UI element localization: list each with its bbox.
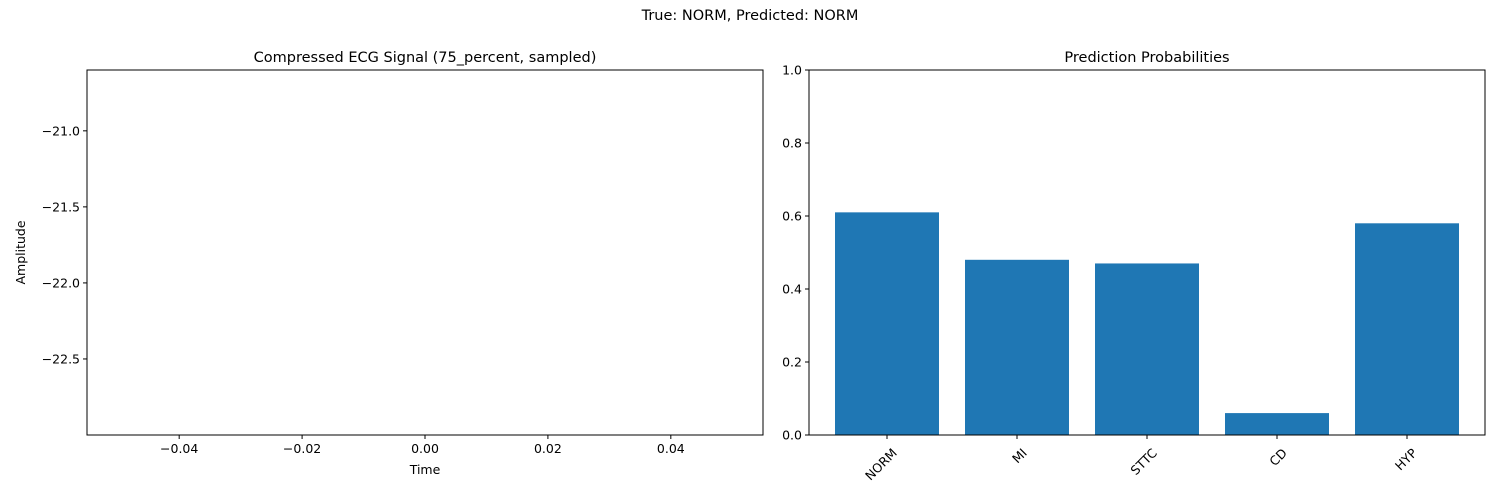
- probability-x-tick-label: MI: [1009, 445, 1030, 466]
- probability-x-tick-label: NORM: [862, 445, 900, 483]
- probability-y-tick-label: 0.2: [782, 355, 802, 370]
- probability-chart-title: Prediction Probabilities: [1064, 50, 1229, 66]
- probability-y-tick-label: 0.6: [782, 209, 802, 224]
- figure-title: True: NORM, Predicted: NORM: [641, 8, 859, 24]
- probability-y-tick-label: 0.8: [782, 136, 802, 151]
- ecg-x-tick-label: 0.00: [411, 441, 439, 456]
- ecg-x-axis-label: Time: [409, 462, 441, 477]
- probability-y-tick-label: 1.0: [782, 63, 802, 78]
- probability-bar-cd: [1225, 413, 1329, 435]
- ecg-y-tick-label: −21.5: [42, 199, 80, 214]
- ecg-x-tick-label: −0.04: [160, 441, 198, 456]
- probability-y-tick-label: 0.4: [782, 282, 802, 297]
- ecg-y-tick-label: −22.5: [42, 351, 80, 366]
- probability-bar-sttc: [1095, 263, 1199, 435]
- ecg-y-tick-label: −22.0: [42, 275, 80, 290]
- probability-y-tick-label: 0.0: [782, 428, 802, 443]
- probability-bar-norm: [835, 212, 939, 435]
- ecg-y-axis-label: Amplitude: [13, 220, 28, 284]
- probability-bar-mi: [965, 259, 1069, 435]
- ecg-x-tick-label: 0.02: [534, 441, 562, 456]
- probability-x-tick-label: STTC: [1127, 445, 1160, 478]
- ecg-x-tick-label: 0.04: [657, 441, 685, 456]
- probability-x-tick-label: HYP: [1392, 445, 1420, 473]
- ecg-x-tick-label: −0.02: [283, 441, 321, 456]
- probability-x-tick-label: CD: [1266, 445, 1290, 469]
- ecg-plot-frame: [86, 69, 764, 436]
- ecg-chart-title: Compressed ECG Signal (75_percent, sampl…: [254, 50, 597, 66]
- ecg-y-tick-label: −21.0: [42, 123, 80, 138]
- probability-bar-hyp: [1355, 223, 1459, 435]
